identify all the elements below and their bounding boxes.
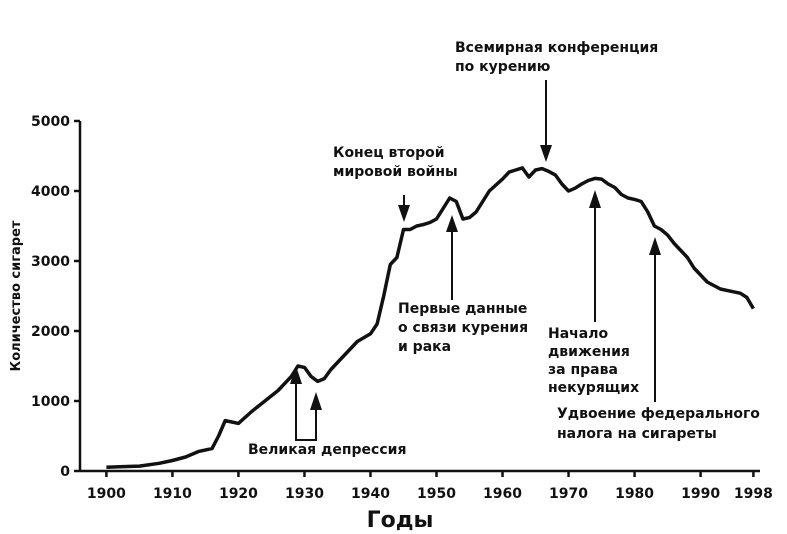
x-tick-label: 1950 [417, 486, 456, 502]
annotation: Начало движения за права некурящих [548, 326, 639, 396]
x-tick-label: 1970 [549, 486, 588, 502]
x-tick-label: 1980 [615, 486, 654, 502]
annotation: Удвоение федерального налога на сигареты [557, 406, 760, 442]
x-tick-label: 1910 [153, 486, 192, 502]
x-tick-label: 1900 [87, 486, 126, 502]
x-tick-label: 1960 [483, 486, 522, 502]
x-axis-label: Годы [367, 508, 434, 533]
x-tick-label: 1940 [351, 486, 390, 502]
annotation: Конец второй мировой войны [333, 145, 458, 180]
annotation: Великая депрессия [248, 442, 406, 458]
x-tick-label: 1930 [285, 486, 324, 502]
x-tick-label: 1998 [734, 486, 773, 502]
y-tick-label: 2000 [31, 324, 70, 340]
x-tick-label: 1920 [219, 486, 258, 502]
y-tick-label: 5000 [31, 114, 70, 130]
x-tick-label: 1990 [681, 486, 720, 502]
y-tick-label: 3000 [31, 254, 70, 270]
arrows [290, 80, 661, 441]
y-tick-label: 4000 [31, 184, 70, 200]
annotation: Всемирная конференция по курению [455, 40, 658, 75]
y-axis-label: Количество сигарет [9, 220, 24, 371]
annotation: Первые данные о связи курения и рака [398, 301, 528, 355]
y-tick-label: 0 [60, 464, 70, 480]
line [106, 166, 755, 469]
y-tick-label: 1000 [31, 394, 70, 410]
